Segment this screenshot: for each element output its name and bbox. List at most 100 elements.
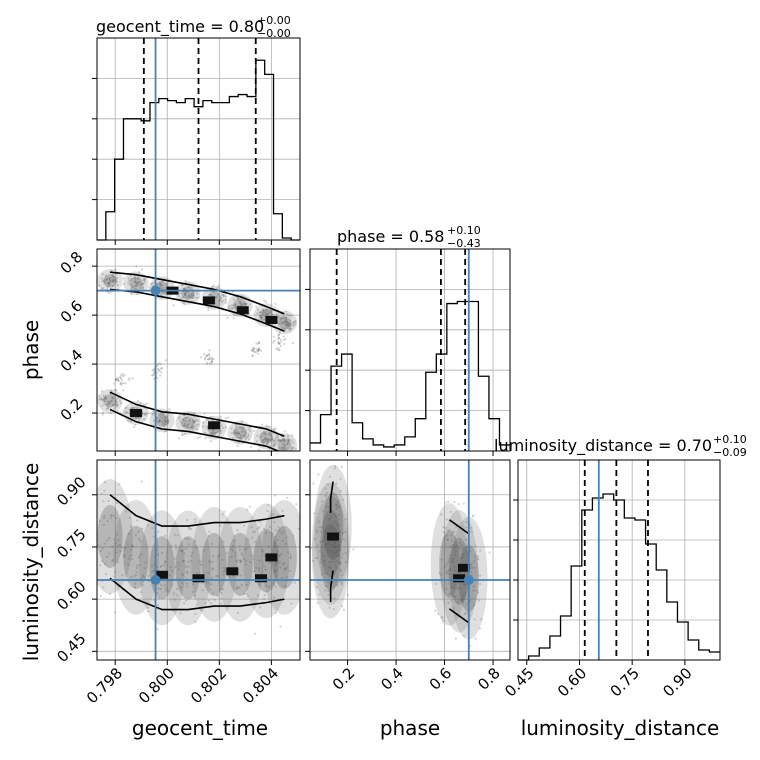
panel-geocent-phase-sample <box>164 293 167 296</box>
panel-geocent-distance-sample <box>272 583 275 586</box>
panel-geocent-phase-sample <box>233 303 236 307</box>
panel-phase-distance-sample <box>352 548 355 551</box>
panel-geocent-phase-sample <box>133 426 136 429</box>
panel-geocent-distance-sample <box>221 513 224 516</box>
panel-geocent-phase-sample <box>260 423 264 426</box>
panel-geocent-phase-sample <box>284 320 288 323</box>
panel-geocent-phase-bridge-sample <box>257 349 261 352</box>
xlabel-phase: phase <box>380 716 440 740</box>
panel-geocent-phase-density-cell <box>227 420 253 445</box>
panel-geocent-phase-bridge-sample <box>288 324 291 327</box>
panel-geocent-phase-sample <box>112 403 115 407</box>
panel-geocent-phase-sample <box>209 432 212 435</box>
panel-geocent-phase-sample <box>106 400 110 403</box>
panel-geocent-phase-sample <box>287 324 290 327</box>
panel-geocent-distance-sample <box>121 546 124 549</box>
panel-geocent-phase-sample <box>224 426 228 429</box>
panel-geocent-distance-sample <box>140 553 143 556</box>
panel-geocent-phase-sample <box>115 388 118 391</box>
panel-geocent-distance-sample <box>106 520 109 523</box>
panel-geocent-phase-bridge-sample <box>119 374 122 377</box>
panel-geocent-distance-sample <box>222 566 226 569</box>
panel-geocent-phase-peak-cell-1 <box>202 296 215 305</box>
panel-geocent-phase-density-core <box>277 438 292 451</box>
panel-geocent-phase-sample <box>195 424 198 427</box>
panel-geocent-phase-sample <box>287 439 290 442</box>
panel-phase-distance-sample <box>466 546 469 549</box>
panel-phase-distance-sample <box>334 541 337 544</box>
panel-geocent-distance-density-core <box>123 525 149 589</box>
panel-phase-distance-sample <box>333 560 336 564</box>
panel-geocent-distance-sample <box>101 560 104 563</box>
panel-geocent-phase-sample <box>180 421 183 424</box>
panel-geocent-distance-sample <box>138 556 141 559</box>
panel-geocent-distance-sample <box>147 574 150 578</box>
panel-geocent-phase-sample <box>125 406 128 409</box>
panel-phase-distance-sample <box>448 559 451 562</box>
panel-geocent-phase-sample <box>141 287 144 290</box>
panel-geocent-distance-sample <box>108 537 111 540</box>
panel-geocent-phase-sample <box>161 419 164 423</box>
panel-geocent-distance-sample <box>194 620 197 623</box>
panel-phase-distance-sample <box>329 527 332 530</box>
panel-geocent-phase-sample <box>255 440 258 443</box>
panel-geocent-phase-bridge-sample <box>152 373 155 377</box>
panel-geocent-phase-sample <box>241 428 244 431</box>
panel-geocent-distance-sample <box>221 587 225 591</box>
panel-geocent-distance-sample <box>244 559 247 562</box>
panel-geocent-phase-bridge-sample <box>119 382 122 385</box>
panel-geocent-phase-bridge-sample <box>210 359 214 363</box>
panel-geocent-distance-sample <box>249 561 252 564</box>
panel-geocent-phase-sample <box>239 301 242 304</box>
panel-geocent-phase-sample <box>135 265 138 268</box>
panel-geocent-phase-sample <box>287 441 290 444</box>
panel-phase-distance-sample <box>321 540 325 543</box>
panel-geocent-distance-sample <box>190 559 193 562</box>
panel-phase-distance-sample <box>451 544 454 547</box>
panel-phase-distance-sample <box>340 465 344 468</box>
panel-phase-distance-frame <box>309 459 511 661</box>
panel-geocent-phase-sample <box>224 299 228 302</box>
panel-geocent-phase-sample <box>270 434 273 437</box>
panel-geocent-distance-sample <box>137 530 140 533</box>
panel-geocent-distance-sample <box>263 565 266 568</box>
panel-phase-distance-sample <box>446 538 449 541</box>
panel-geocent-phase-bridge-sample <box>158 369 161 372</box>
panel-geocent-phase-bridge-sample <box>207 353 210 356</box>
panel-geocent-distance-sample <box>252 530 255 534</box>
panel-geocent-distance-sample <box>142 575 145 578</box>
hist-geocent-time-frame <box>96 37 301 241</box>
panel-geocent-phase-bridge-sample <box>252 350 255 353</box>
panel-phase-distance-density-cell <box>430 503 469 626</box>
panel-geocent-distance-sample <box>274 585 277 588</box>
panel-phase-distance-sample <box>334 565 337 569</box>
panel-geocent-distance-sample <box>248 505 251 508</box>
panel-geocent-phase-density-core <box>103 274 117 288</box>
panel-phase-distance-sample <box>334 504 338 507</box>
panel-geocent-phase-sample <box>282 322 285 325</box>
panel-geocent-phase-bridge-sample <box>252 347 255 350</box>
panel-geocent-phase-sample <box>183 422 186 425</box>
panel-geocent-distance-sample <box>187 543 190 546</box>
panel-geocent-distance-sample <box>107 499 110 503</box>
panel-geocent-phase-sample <box>284 454 286 456</box>
panel-phase-distance-sample <box>458 598 461 601</box>
panel-phase-distance-sample <box>319 530 322 533</box>
panel-geocent-distance-yticklabel-3: 0.90 <box>53 473 89 509</box>
panel-geocent-phase-sample <box>112 284 115 288</box>
panel-geocent-distance-sample <box>181 573 185 576</box>
panel-geocent-phase-bridge-sample <box>210 358 213 361</box>
panel-geocent-phase-sample <box>165 429 168 433</box>
panel-geocent-phase-bridge-sample <box>277 348 280 351</box>
panel-phase-distance-sample <box>462 502 465 505</box>
panel-phase-distance-sample <box>479 574 482 577</box>
panel-geocent-phase-sample <box>292 441 295 444</box>
panel-phase-distance-sample <box>335 584 339 587</box>
panel-geocent-phase-sample <box>263 299 266 302</box>
panel-geocent-phase-sample <box>163 430 166 433</box>
panel-phase-distance-sample <box>317 520 321 523</box>
panel-geocent-distance-sample <box>194 539 197 542</box>
panel-phase-distance-sample <box>325 491 329 494</box>
panel-geocent-distance-sample <box>236 559 239 562</box>
panel-geocent-distance-sample <box>278 561 281 564</box>
